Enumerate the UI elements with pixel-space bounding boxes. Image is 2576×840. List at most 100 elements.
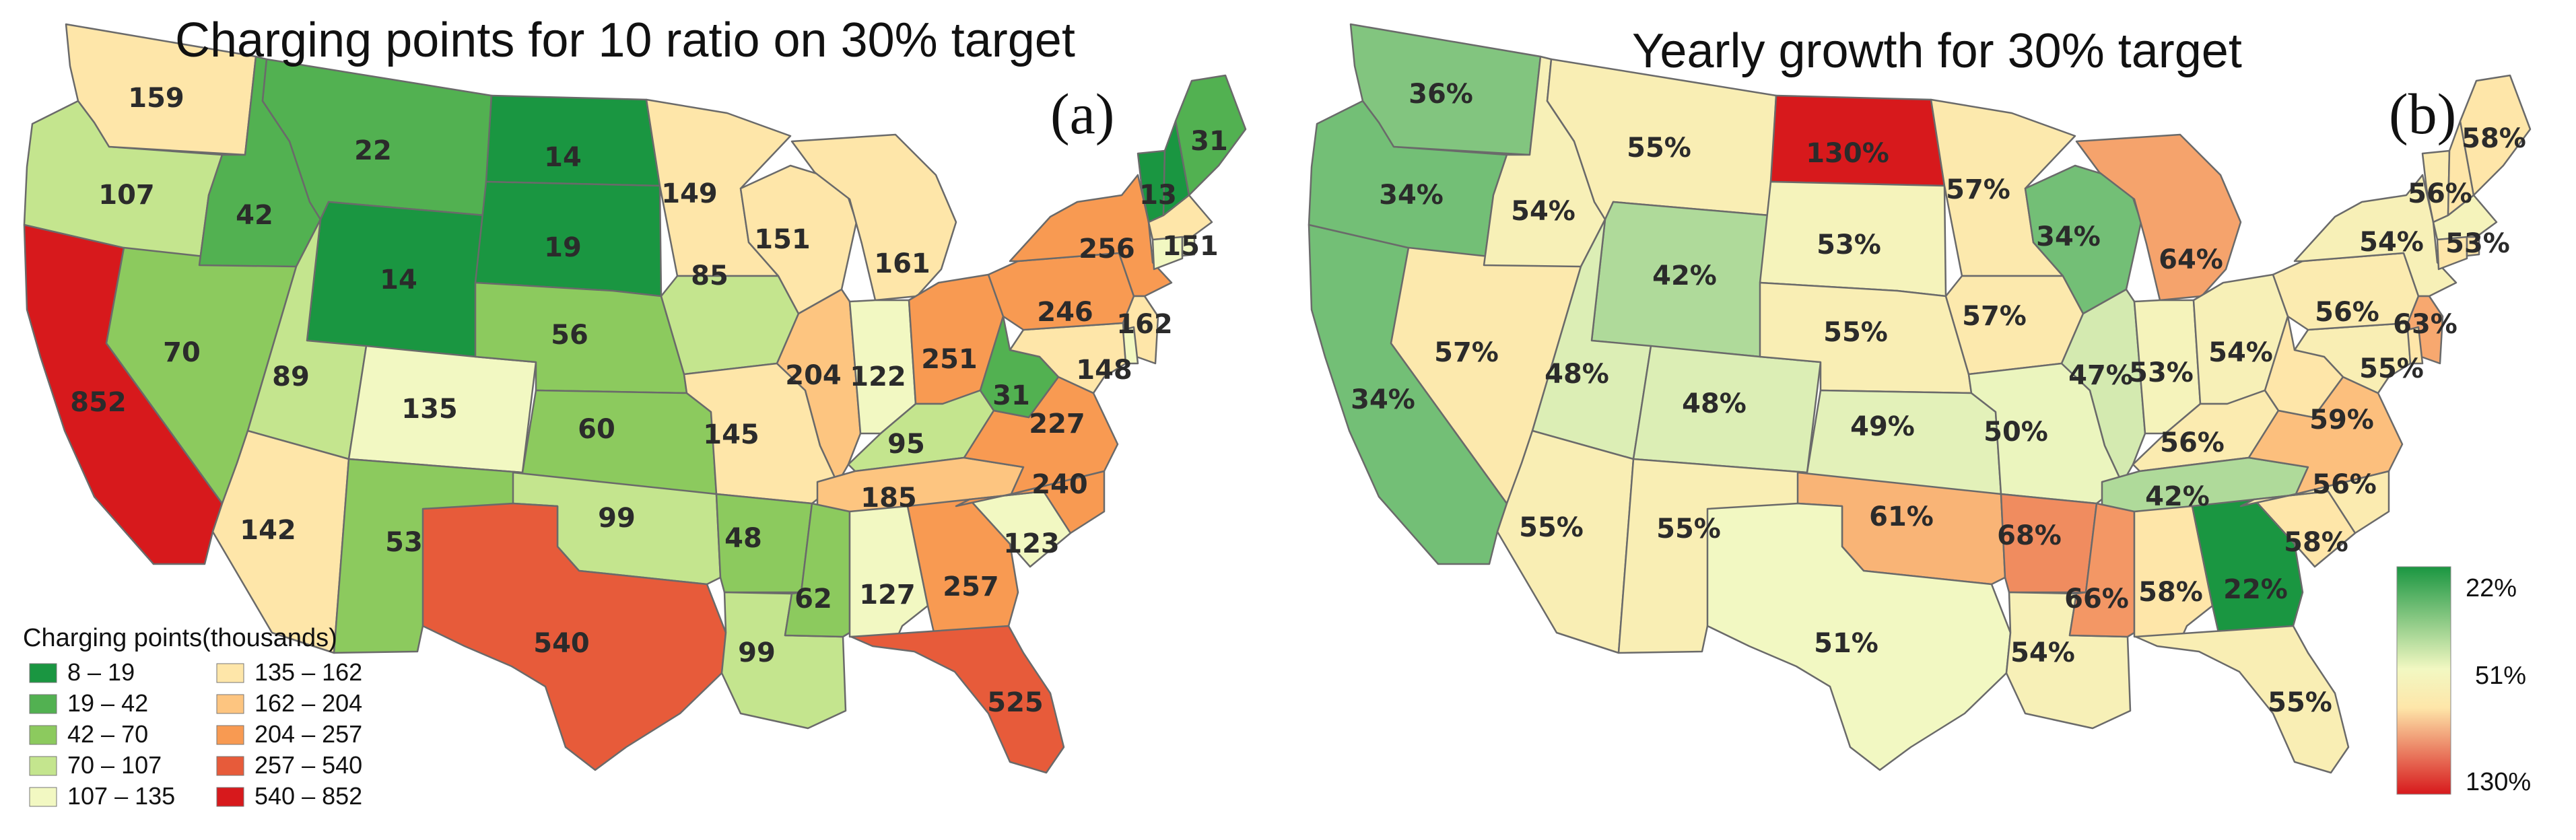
state-label-nv-a: 70 <box>163 337 201 368</box>
state-label-nd-b: 130% <box>1806 138 1889 169</box>
colorbar: 22% 51% 130% <box>2396 566 2531 796</box>
state-label-nj-b: 63% <box>2393 309 2458 340</box>
state-label-vt-b: 56% <box>2408 178 2472 209</box>
state-label-vt-a: 13 <box>1139 180 1177 211</box>
state-label-ga-a: 257 <box>943 571 999 602</box>
colorbar-gradient <box>2396 566 2451 795</box>
state-ri-a <box>1181 236 1196 257</box>
state-co-a <box>347 345 537 474</box>
legend-swatch <box>29 756 57 776</box>
state-label-mo-a: 145 <box>703 419 759 450</box>
state-label-sc-a: 123 <box>1003 528 1060 559</box>
legend-swatch <box>216 694 244 714</box>
state-label-ca-b: 34% <box>1351 384 1415 415</box>
state-label-me-b: 58% <box>2462 123 2526 154</box>
state-label-in-a: 122 <box>850 361 906 392</box>
state-label-wv-a: 31 <box>992 380 1030 411</box>
state-label-ok-b: 61% <box>1869 501 1934 532</box>
state-label-fl-a: 525 <box>987 687 1044 718</box>
state-label-ut-b: 48% <box>1545 359 1609 390</box>
state-label-ia-a: 85 <box>691 260 728 291</box>
legend-label: 540 – 852 <box>255 782 362 810</box>
legend-label: 8 – 19 <box>67 658 135 686</box>
state-label-il-a: 204 <box>785 360 842 391</box>
state-label-al-a: 127 <box>859 580 916 610</box>
legend-swatch <box>29 787 57 807</box>
panel-a-title: Charging points for 10 ratio on 30% targ… <box>175 13 1075 67</box>
state-label-md-b: 55% <box>2359 353 2424 384</box>
state-label-va-b: 59% <box>2309 405 2374 435</box>
legend-label: 135 – 162 <box>255 658 362 686</box>
state-label-ms-b: 66% <box>2064 584 2129 615</box>
state-label-ma-b: 53% <box>2445 228 2510 259</box>
legend-swatch <box>29 725 57 745</box>
state-label-tn-a: 185 <box>860 483 917 514</box>
state-ct-a <box>1151 236 1184 271</box>
legend-label: 204 – 257 <box>255 720 362 748</box>
state-label-ny-a: 256 <box>1079 234 1135 265</box>
state-nj-a <box>1122 295 1159 365</box>
state-label-wi-b: 34% <box>2036 221 2101 252</box>
state-label-tn-b: 42% <box>2145 481 2210 512</box>
state-label-mt-b: 55% <box>1627 133 1691 164</box>
state-label-nd-a: 14 <box>544 142 582 173</box>
state-label-nc-b: 56% <box>2312 469 2377 500</box>
state-label-ky-b: 56% <box>2160 427 2225 458</box>
state-label-mi-a: 161 <box>874 248 930 279</box>
state-label-ky-a: 95 <box>887 429 925 460</box>
state-label-ms-a: 62 <box>794 584 832 615</box>
state-label-mn-b: 57% <box>1946 174 2010 205</box>
state-label-ne-b: 55% <box>1823 317 1888 348</box>
state-label-wa-a: 159 <box>128 83 184 114</box>
legend-label: 162 – 204 <box>255 689 362 717</box>
colorbar-top-label: 22% <box>2466 574 2517 602</box>
state-co-b <box>1632 345 1822 474</box>
state-label-la-a: 99 <box>738 637 776 668</box>
state-label-ca-a: 852 <box>70 387 127 418</box>
legend-label: 257 – 540 <box>255 751 362 779</box>
state-ms-a <box>784 502 851 638</box>
state-label-pa-a: 246 <box>1037 297 1093 328</box>
state-label-ny-b: 54% <box>2359 227 2424 258</box>
map-panel-b: 34% 34% 36% 57% 54% 55% 42% 48% 55% 48% 55% 130% 53%… <box>1308 23 2532 796</box>
colorbar-bottom-label: 130% <box>2466 768 2531 796</box>
state-de-b <box>2406 326 2424 365</box>
state-label-wa-b: 36% <box>1409 79 1473 110</box>
colorbar-mid-label: 51% <box>2475 662 2526 690</box>
state-label-or-a: 107 <box>98 180 155 211</box>
state-label-pa-b: 56% <box>2315 297 2379 328</box>
legend-label: 70 – 107 <box>67 751 162 779</box>
legend-a: Charging points(thousands) 8 – 19 19 – 42… <box>23 624 362 810</box>
state-fl-a <box>850 625 1065 774</box>
state-label-ut-a: 89 <box>272 361 310 392</box>
state-fl-b <box>2134 625 2350 774</box>
state-label-oh-a: 251 <box>921 344 978 375</box>
state-ny-b <box>2293 174 2458 298</box>
legend-label: 42 – 70 <box>67 720 148 748</box>
state-label-ar-a: 48 <box>724 523 762 554</box>
state-label-nh-a: 13 <box>1139 180 1177 211</box>
state-label-oh-b: 54% <box>2208 337 2273 368</box>
panel-b-tag: (b) <box>2389 81 2456 146</box>
state-label-ks-a: 60 <box>578 414 615 445</box>
state-label-co-b: 48% <box>1682 388 1747 419</box>
state-label-mo-b: 50% <box>1984 417 2048 448</box>
state-label-ma-a: 151 <box>1162 231 1219 262</box>
state-tx-b <box>1706 502 2012 771</box>
state-label-sd-b: 53% <box>1817 230 1881 260</box>
state-label-id-b: 54% <box>1511 196 1575 227</box>
map-panel-a: 852 107 159 70 42 22 14 89 142 135 53 14 19 56 60 99 540… <box>23 13 1247 810</box>
legend-label: 19 – 42 <box>67 689 148 717</box>
panel-a-tag: (a) <box>1050 81 1114 146</box>
state-label-wy-b: 42% <box>1652 260 1717 291</box>
state-label-az-b: 55% <box>1519 512 1584 543</box>
state-label-fl-b: 55% <box>2268 687 2332 718</box>
state-shapes-a <box>23 23 1247 774</box>
state-label-mi-b: 64% <box>2159 244 2223 275</box>
state-label-ne-a: 56 <box>551 320 588 351</box>
state-label-sd-a: 19 <box>544 232 582 263</box>
state-label-mn-a: 149 <box>661 178 718 209</box>
state-label-tx-b: 51% <box>1814 628 1878 659</box>
state-tx-a <box>421 502 727 771</box>
